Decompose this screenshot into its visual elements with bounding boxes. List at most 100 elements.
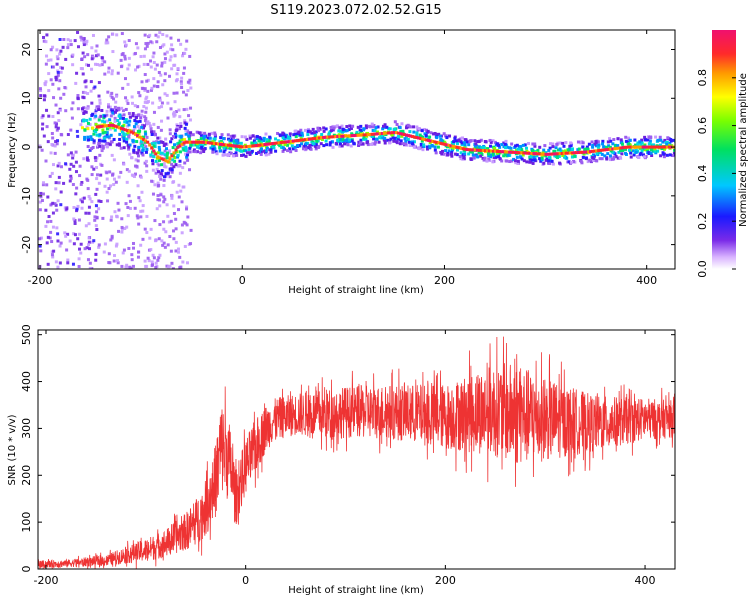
spectrogram-cell [95, 156, 99, 160]
spectrogram-cell [521, 153, 525, 157]
spectrogram-ridge-cell [107, 123, 111, 127]
spectrogram-cell [94, 224, 98, 228]
spectrogram-cell [50, 131, 54, 135]
spectrogram-cell [247, 148, 251, 152]
spectrogram-cell [137, 131, 141, 135]
spectrogram-cell [131, 241, 135, 245]
spectrogram-ridge-cell [580, 150, 584, 154]
spectrogram-cell [390, 133, 394, 137]
spectrogram-cell [346, 143, 350, 147]
spectrogram-cell [274, 137, 278, 141]
spectrogram-cell [94, 252, 98, 256]
spectrogram-cell [408, 144, 412, 148]
spectrogram-cell [640, 138, 644, 142]
spectrogram-y-axis-label: Frequency (Hz) [7, 112, 18, 188]
spectrogram-cell [50, 240, 54, 244]
spectrogram-cell [398, 126, 402, 130]
spectrogram-cell [95, 187, 99, 191]
spectrogram-cell [166, 101, 170, 105]
spectrogram-cell [531, 161, 535, 165]
spectrogram-cell [345, 129, 349, 133]
spectrogram-cell [475, 154, 479, 158]
spectrogram-cell [76, 94, 80, 98]
spectrogram-cell [177, 127, 181, 131]
spectrogram-cell [115, 215, 119, 219]
spectrogram-cell [350, 139, 354, 143]
colorbar-ticks: 0.00.20.40.60.8 [696, 69, 736, 278]
spectrogram-cell [111, 173, 115, 177]
spectrogram-cell [46, 220, 50, 224]
spectrogram-cell [47, 89, 51, 93]
spectrogram-ridge-cell [631, 145, 635, 149]
spectrogram-cell [259, 137, 263, 141]
spectrogram-cell [188, 168, 192, 172]
spectrogram-cell [646, 138, 650, 142]
spectrogram-cell [50, 253, 54, 257]
spectrogram-cell [172, 237, 176, 241]
spectrogram-cell [181, 146, 185, 150]
spectrogram-cell [491, 160, 495, 164]
spectrogram-cell [170, 162, 174, 166]
spectrogram-cell [255, 135, 259, 139]
spectrogram-cell [144, 145, 148, 149]
snr-frame [37, 329, 676, 570]
spectrogram-cell [647, 151, 651, 155]
spectrogram-cell [49, 203, 53, 207]
spectrogram-cell [90, 267, 94, 269]
spectrogram-ridge-cell [247, 144, 251, 148]
spectrogram-cell [508, 146, 512, 150]
spectrogram-cell [100, 56, 104, 60]
spectrogram-cell [142, 54, 146, 58]
spectrogram-cell [71, 101, 75, 105]
spectrogram-ridge-cell [170, 154, 174, 158]
spectrogram-cell [644, 138, 648, 142]
spectrogram-cell [94, 109, 98, 113]
spectrogram-y-tick-label: 0 [20, 144, 33, 151]
spectrogram-cell [86, 258, 90, 262]
spectrogram-cell [154, 159, 158, 163]
spectrogram-cell [51, 82, 55, 86]
spectrogram-cell [551, 162, 555, 166]
spectrogram-cell [388, 141, 392, 145]
spectrogram-ridge-cell [481, 149, 485, 153]
spectrogram-cell [136, 105, 140, 109]
spectrogram-cell [564, 141, 568, 145]
spectrogram-cell [264, 153, 268, 157]
spectrogram-cell [157, 163, 161, 167]
spectrogram-cell [322, 144, 326, 148]
spectrogram-cell [422, 145, 426, 149]
spectrogram-cell [110, 72, 114, 76]
spectrogram-cell [495, 151, 499, 155]
spectrogram-cell [666, 136, 670, 140]
spectrogram-x-tick-label: 200 [434, 274, 455, 287]
spectrogram-cell [169, 249, 173, 253]
spectrogram-cell [47, 114, 51, 118]
spectrogram-cell [136, 154, 140, 158]
spectrogram-ridge-cell [526, 151, 530, 155]
spectrogram-ridge-cell [437, 141, 441, 145]
spectrogram-cell [250, 149, 254, 153]
spectrogram-cell [140, 151, 144, 155]
spectrogram-cell [189, 145, 193, 149]
spectrogram-cell [159, 193, 163, 197]
spectrogram-cell [294, 132, 298, 136]
spectrogram-cell [103, 135, 107, 139]
spectrogram-cell [463, 150, 467, 154]
spectrogram-cell [186, 131, 190, 135]
spectrogram-cell [484, 140, 488, 144]
spectrogram-cell [144, 150, 148, 154]
spectrogram-cell [236, 141, 240, 145]
spectrogram-cell [69, 162, 73, 166]
spectrogram-cell [81, 72, 85, 76]
spectrogram-cell [57, 119, 61, 123]
spectrogram-cell [561, 153, 565, 157]
spectrogram-ridge-cell [667, 145, 671, 149]
spectrogram-ridge-cell [641, 145, 645, 149]
spectrogram-ridge-cell [665, 145, 669, 149]
spectrogram-cell [56, 139, 60, 143]
spectrogram-cell [497, 143, 501, 147]
spectrogram-cell [577, 147, 581, 151]
spectrogram-cell [103, 242, 107, 246]
spectrogram-ridge-cell [184, 140, 188, 144]
spectrogram-cell [624, 147, 628, 151]
